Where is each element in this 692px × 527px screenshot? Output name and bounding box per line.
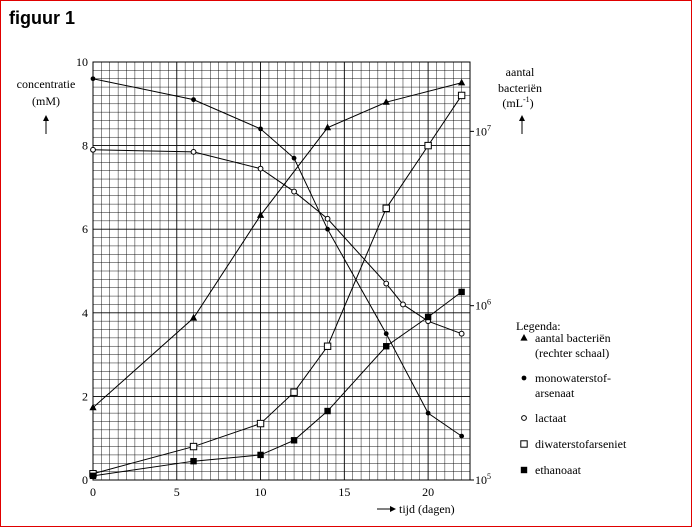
y-right-tick-label: 107 <box>475 123 491 138</box>
data-point <box>291 188 297 195</box>
data-point <box>189 313 198 321</box>
y-left-label-line2: (mM) <box>32 94 60 108</box>
y-right-label-line1: aantal <box>506 65 535 79</box>
data-point <box>424 141 432 150</box>
legend-label: lactaat <box>535 411 567 425</box>
data-point <box>189 442 198 451</box>
data-point <box>257 165 264 172</box>
series-layer <box>89 76 466 480</box>
data-point <box>290 388 298 396</box>
y-left-arrow <box>43 115 49 134</box>
data-point <box>383 343 390 350</box>
x-tick-label: 20 <box>422 485 434 499</box>
x-tick-label: 10 <box>255 485 267 499</box>
data-point <box>383 280 390 287</box>
legend-label: aantal bacteriën <box>535 331 611 345</box>
y-right-label-unit: (mL-1) <box>502 95 533 110</box>
y-left-tick-label: 0 <box>82 473 88 487</box>
data-point <box>256 419 265 428</box>
data-point <box>258 126 263 132</box>
data-point <box>324 407 331 415</box>
legend-label-line2: arsenaat <box>535 386 575 400</box>
grid-lines <box>92 61 471 481</box>
x-axis-label: tijd (dagen) <box>399 502 455 516</box>
data-point <box>190 457 197 465</box>
x-tick-label: 0 <box>90 485 96 499</box>
figure-title: figuur 1 <box>9 8 75 28</box>
data-point <box>459 433 465 439</box>
series-line <box>92 78 462 437</box>
data-point <box>458 288 465 296</box>
data-point <box>424 313 432 321</box>
legend-label: monowaterstof- <box>535 371 611 385</box>
data-point <box>323 342 332 350</box>
data-point <box>382 98 390 105</box>
legend-label: ethanoaat <box>535 463 582 477</box>
data-point <box>325 226 330 232</box>
data-point <box>458 330 465 337</box>
data-point <box>323 123 332 131</box>
legend-label-line2: (rechter schaal) <box>535 346 609 360</box>
y-left-tick-label: 4 <box>82 306 88 320</box>
y-left-tick-label: 6 <box>82 222 88 236</box>
data-point <box>458 78 466 86</box>
y-right-arrow <box>519 115 525 134</box>
series-line <box>92 291 462 477</box>
data-point <box>90 146 96 153</box>
legend-marker <box>521 375 527 381</box>
x-axis-arrow <box>377 506 396 512</box>
y-left-tick-label: 10 <box>76 55 88 69</box>
series-2 <box>90 76 465 439</box>
series-1 <box>89 78 466 411</box>
data-point <box>291 155 297 161</box>
data-point <box>257 451 264 459</box>
series-5 <box>89 288 465 480</box>
data-point <box>190 148 197 155</box>
y-left-label-line1: concentratie <box>17 77 76 91</box>
data-point <box>400 301 406 308</box>
data-point <box>90 76 96 82</box>
legend-marker <box>520 440 528 448</box>
series-4 <box>89 91 466 478</box>
y-right-label-line2: bacteriën <box>498 81 542 95</box>
legend-marker <box>521 415 527 421</box>
legend-label: diwaterstofarseniet <box>535 437 627 451</box>
data-point <box>191 97 196 103</box>
data-point <box>324 215 331 222</box>
legend-marker <box>520 466 528 474</box>
plot-border <box>92 61 471 481</box>
y-right-tick-label: 105 <box>475 472 491 487</box>
data-point <box>457 91 466 100</box>
legend: aantal bacteriën(rechter schaal) monowate… <box>520 331 627 477</box>
axes-layer: 0 5 10 15 20 0 2 4 6 8 10 105 106 107 <box>76 55 491 499</box>
data-point <box>425 410 431 416</box>
x-tick-label: 5 <box>174 485 180 499</box>
data-point <box>290 437 298 444</box>
data-point <box>89 403 97 411</box>
y-left-tick-label: 8 <box>82 139 88 153</box>
data-point <box>383 331 389 337</box>
data-point <box>89 472 97 480</box>
y-left-tick-label: 2 <box>82 389 88 403</box>
data-point <box>382 204 390 213</box>
legend-title: Legenda: <box>516 319 561 333</box>
data-point <box>256 211 265 218</box>
series-line <box>92 95 463 475</box>
legend-marker <box>520 334 528 341</box>
x-tick-label: 15 <box>338 485 350 499</box>
y-right-tick-label: 106 <box>475 298 491 313</box>
series-line <box>92 82 462 409</box>
